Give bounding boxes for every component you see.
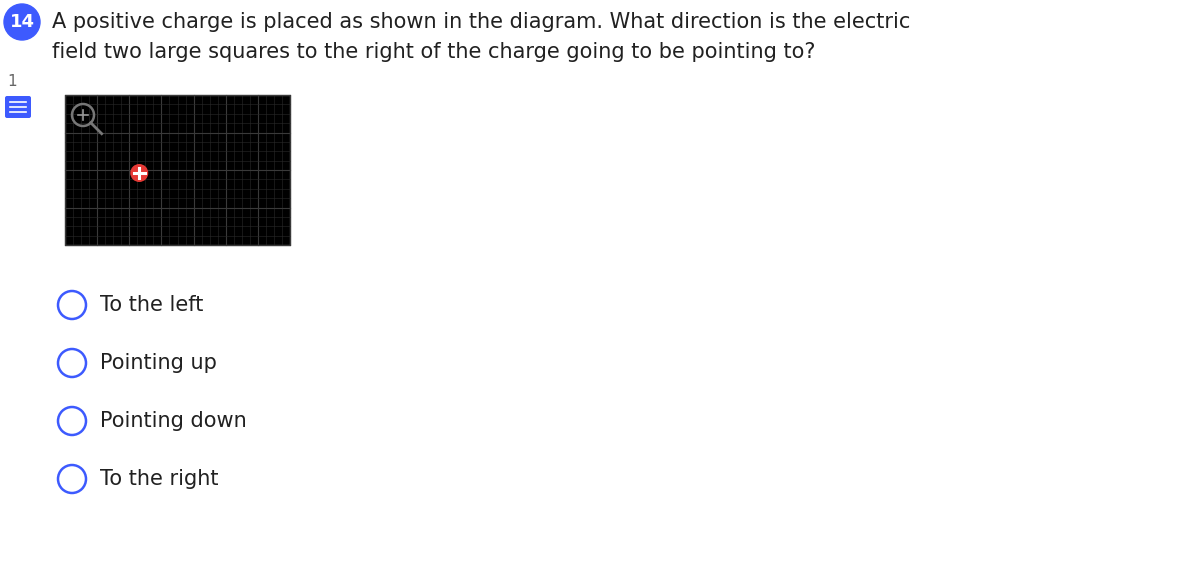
Circle shape — [4, 4, 40, 40]
Text: field two large squares to the right of the charge going to be pointing to?: field two large squares to the right of … — [52, 42, 816, 62]
Circle shape — [131, 164, 149, 182]
Text: Pointing up: Pointing up — [100, 353, 217, 373]
Text: 1: 1 — [7, 74, 17, 90]
Text: A positive charge is placed as shown in the diagram. What direction is the elect: A positive charge is placed as shown in … — [52, 12, 911, 32]
Text: To the right: To the right — [100, 469, 218, 489]
Text: Pointing down: Pointing down — [100, 411, 247, 431]
FancyBboxPatch shape — [5, 96, 31, 118]
Bar — [65, 95, 290, 245]
Text: To the left: To the left — [100, 295, 203, 315]
Text: 14: 14 — [10, 13, 35, 31]
